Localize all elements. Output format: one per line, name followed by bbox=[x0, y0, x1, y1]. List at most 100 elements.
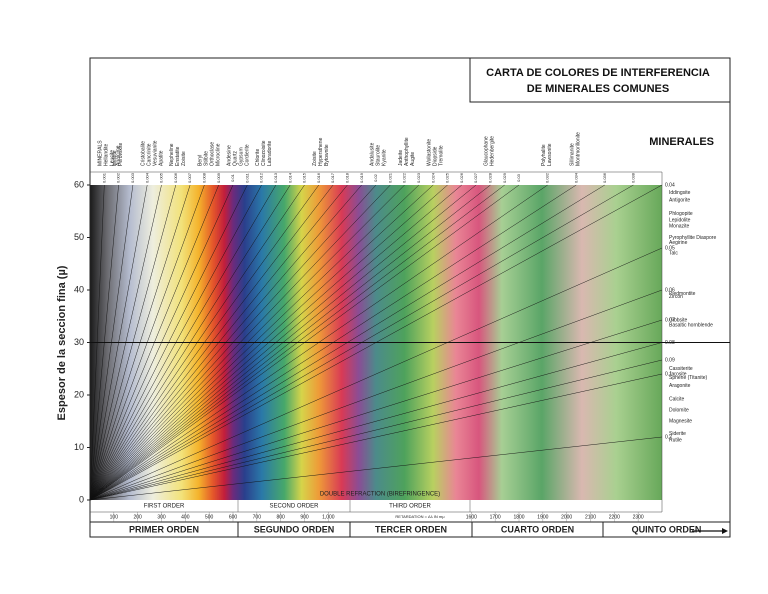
top-biref-label: 0.004 bbox=[144, 172, 149, 183]
top-biref-label: 0.013 bbox=[273, 172, 278, 183]
birefringence-line bbox=[89, 319, 663, 501]
top-biref-label: 0.018 bbox=[344, 172, 349, 183]
birefringence-line bbox=[89, 184, 262, 501]
mineral-right: Lepidolite bbox=[669, 217, 691, 223]
top-biref-label: 0.019 bbox=[359, 172, 364, 183]
birefringence-caption: DOUBLE REFRACTION (BIREFRINGENCE) bbox=[320, 492, 440, 498]
birefringence-line bbox=[89, 373, 663, 501]
birefringence-line bbox=[89, 184, 177, 501]
birefringence-line bbox=[89, 184, 305, 501]
frame bbox=[89, 57, 731, 538]
birefringence-line bbox=[89, 184, 191, 501]
birefringence-line bbox=[89, 184, 491, 501]
birefringence-line bbox=[89, 184, 605, 501]
birefringence-line bbox=[89, 184, 291, 501]
mineral-top: Staurolite bbox=[375, 145, 381, 166]
y-tick-label: 40 bbox=[74, 284, 84, 294]
birefringence-line bbox=[89, 184, 219, 501]
birefringence-line bbox=[89, 184, 420, 501]
mineral-right: Aragonite bbox=[669, 383, 691, 389]
mineral-top: Polyhalite bbox=[541, 144, 547, 166]
mineral-top: Cordierite bbox=[244, 144, 250, 166]
mineral-top: Montmorillonite bbox=[576, 132, 582, 166]
mineral-right: Pyrophyllite Diaspore bbox=[669, 235, 716, 241]
birefringence-line bbox=[89, 342, 663, 501]
birefringence-line bbox=[89, 184, 319, 501]
birefringence-line bbox=[89, 184, 548, 501]
order-es: SEGUNDO ORDEN bbox=[254, 524, 335, 534]
mineral-top: Labradorite bbox=[267, 140, 273, 166]
top-biref-label: 0.026 bbox=[459, 172, 464, 183]
mineral-right: Iddingsite bbox=[669, 190, 691, 196]
birefringence-line bbox=[89, 184, 505, 501]
mineral-right: Monazite bbox=[669, 223, 690, 229]
mineral-right: Zircon bbox=[669, 294, 683, 300]
mineral-top: Lawsonite bbox=[547, 143, 553, 166]
mineral-right: Gibbsite bbox=[669, 317, 688, 323]
right-biref-label: 0.06 bbox=[665, 287, 675, 293]
title: CARTA DE COLORES DE INTERFERENCIA bbox=[486, 67, 710, 79]
mineral-top: Zoisite bbox=[312, 151, 318, 166]
mineral-top: Hypersthene bbox=[318, 137, 324, 166]
mineral-top: Nepheline bbox=[169, 143, 175, 166]
birefringence-line bbox=[89, 184, 434, 501]
mineral-top: MINERALS bbox=[98, 140, 104, 166]
top-biref-label: 0.017 bbox=[330, 172, 335, 183]
right-biref-label: 0.2 bbox=[665, 434, 672, 440]
mineral-right: Talc bbox=[669, 250, 678, 256]
order-es: PRIMER ORDEN bbox=[129, 524, 199, 534]
mineral-right: Calcite bbox=[669, 397, 685, 403]
mineral-top: Hedenbergite bbox=[490, 136, 496, 166]
top-biref-label: 0.021 bbox=[387, 172, 392, 183]
y-tick-label: 30 bbox=[74, 337, 84, 347]
mineral-top: Anthophyllite bbox=[404, 137, 410, 166]
birefringence-line bbox=[89, 184, 205, 501]
order-en: FIRST ORDER bbox=[144, 504, 185, 510]
right-biref-label: 0.05 bbox=[665, 245, 675, 251]
mineral-top: Perovskite bbox=[118, 142, 124, 166]
mineral-top: Chlorite bbox=[255, 149, 261, 166]
mineral-top: Beryl bbox=[198, 155, 204, 166]
order-en: SECOND ORDER bbox=[269, 504, 319, 510]
mineral-top: Wollastonite bbox=[427, 139, 433, 166]
birefringence-line bbox=[89, 184, 448, 501]
top-biref-label: 0.006 bbox=[173, 172, 178, 183]
order-en: THIRD ORDER bbox=[389, 504, 431, 510]
right-biref-label: 0.08 bbox=[665, 340, 675, 346]
mineral-top: Apatite bbox=[159, 150, 165, 166]
mineral-top: Diopside bbox=[433, 146, 439, 166]
birefringence-line bbox=[89, 184, 520, 501]
mineral-right: Aegirine bbox=[669, 240, 688, 246]
right-biref-label: 0.09 bbox=[665, 357, 675, 363]
x-axis-label: RETARDATION = Δλ IN mμ bbox=[395, 514, 445, 519]
top-biref-label: 0.027 bbox=[473, 172, 478, 183]
mineral-top: Leucite bbox=[110, 150, 116, 166]
top-biref-label: 0.03 bbox=[516, 173, 521, 182]
minerals-heading: MINERALES bbox=[649, 136, 714, 148]
birefringence-line bbox=[89, 184, 577, 501]
right-biref-label: 0.1 bbox=[665, 371, 672, 377]
mineral-top: Analcime bbox=[116, 145, 122, 166]
birefringence-line bbox=[89, 184, 105, 501]
top-biref-label: 0.012 bbox=[259, 172, 264, 183]
mineral-top: Andesine bbox=[226, 145, 232, 166]
top-biref-label: 0.002 bbox=[116, 172, 121, 183]
birefringence-line bbox=[89, 184, 248, 501]
mineral-top: Andalusite bbox=[369, 142, 375, 166]
mineral-top: Augite bbox=[410, 152, 416, 166]
top-biref-label: 0.008 bbox=[201, 172, 206, 183]
birefringence-line bbox=[89, 184, 391, 501]
top-biref-label: 0.014 bbox=[287, 172, 292, 183]
birefringence-line bbox=[89, 184, 119, 501]
mineral-top: Sillimanite bbox=[570, 143, 576, 166]
mineral-right: Jarosite bbox=[669, 371, 687, 377]
birefringence-line bbox=[89, 184, 477, 501]
mineral-right: Basaltic hornblende bbox=[669, 322, 713, 328]
mineral-right: Cassiterite bbox=[669, 366, 693, 372]
mineral-top: Zoisite bbox=[181, 151, 187, 166]
top-biref-label: 0.003 bbox=[130, 172, 135, 183]
birefringence-line bbox=[89, 184, 634, 501]
mineral-top: Bytownite bbox=[324, 144, 330, 166]
top-biref-label: 0.022 bbox=[402, 172, 407, 183]
mineral-top: Microcline bbox=[216, 143, 222, 166]
